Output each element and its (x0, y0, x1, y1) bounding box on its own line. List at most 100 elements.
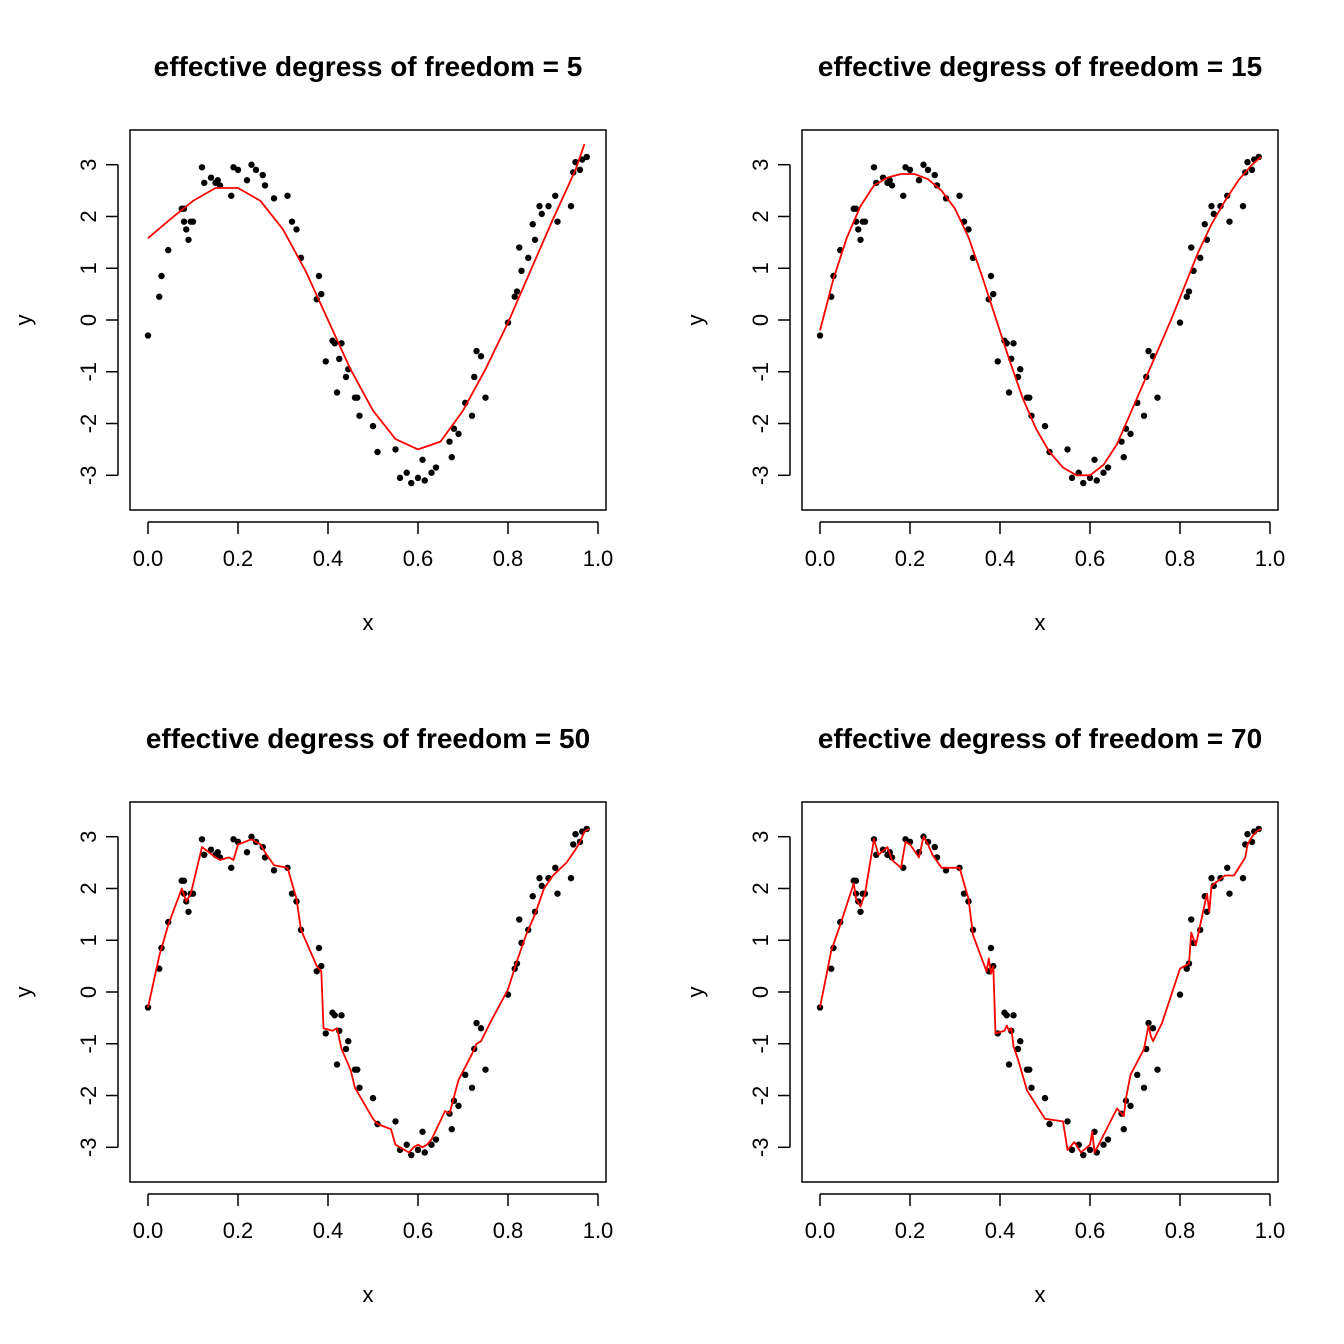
x-tick-label: 0.6 (1075, 1218, 1106, 1243)
data-point (198, 164, 206, 171)
data-point (1224, 864, 1231, 871)
plot-frame (801, 801, 1279, 1183)
y-tick-label: 0 (76, 314, 101, 326)
y-tick-label: 3 (76, 159, 101, 171)
data-point (1149, 1025, 1157, 1032)
data-point (1080, 479, 1087, 487)
data-point (1239, 202, 1247, 210)
data-point (1068, 1146, 1076, 1154)
x-axis: 0.0 0.2 0.4 0.6 0.8 1.0 (133, 521, 613, 571)
data-point (322, 1030, 329, 1037)
data-point (315, 272, 323, 280)
data-point (201, 179, 208, 187)
y-tick-label: -1 (76, 1034, 101, 1054)
data-point (336, 355, 343, 363)
data-point (576, 166, 584, 174)
data-point (185, 236, 192, 243)
y-axis: -3 -2 -1 0 1 2 3 (76, 831, 119, 1157)
fitted-curve (819, 156, 1262, 477)
data-point (414, 1146, 422, 1154)
data-point (315, 944, 323, 952)
data-point (536, 202, 543, 210)
x-tick-label: 0.0 (805, 1218, 836, 1243)
x-axis-label: x (1035, 610, 1046, 635)
data-point (1226, 218, 1233, 225)
data-point (545, 202, 552, 210)
x-tick-label: 0.6 (403, 1218, 434, 1243)
data-point (920, 161, 927, 168)
data-point (419, 1128, 426, 1135)
data-point (288, 218, 296, 225)
y-tick-label: -3 (748, 1138, 773, 1158)
data-point (1104, 1136, 1112, 1143)
data-point (403, 1141, 410, 1148)
x-tick-label: 0.4 (313, 1218, 344, 1243)
data-point (987, 272, 995, 280)
y-tick-label: -1 (76, 362, 101, 382)
data-point (1210, 210, 1217, 218)
data-point (392, 1118, 399, 1125)
y-tick-label: 1 (748, 934, 773, 946)
y-tick-label: 0 (748, 314, 773, 326)
data-point (198, 836, 206, 843)
data-point (1176, 991, 1184, 998)
data-point (924, 166, 932, 174)
data-point (855, 226, 862, 233)
data-point (421, 1149, 428, 1156)
data-point (369, 422, 377, 430)
data-point (1145, 347, 1152, 355)
x-tick-label: 0.8 (1165, 1218, 1196, 1243)
data-point (1010, 340, 1017, 347)
y-axis-label: y (11, 987, 36, 998)
data-point (428, 469, 435, 476)
y-tick-label: -2 (76, 414, 101, 434)
x-tick-label: 0.8 (493, 546, 524, 571)
data-point (529, 893, 536, 900)
data-point (1127, 1102, 1134, 1110)
data-point (322, 358, 329, 365)
fitted-curve (147, 828, 590, 1154)
data-point (552, 864, 559, 871)
data-point (468, 412, 476, 419)
data-point (414, 474, 422, 482)
data-point (214, 177, 221, 184)
data-point (216, 182, 224, 189)
data-point (1154, 1066, 1161, 1073)
x-tick-label: 0.0 (133, 546, 164, 571)
y-tick-label: -3 (748, 466, 773, 486)
data-point (228, 192, 235, 199)
y-tick-label: -2 (748, 414, 773, 434)
data-point (942, 867, 950, 874)
y-tick-label: 2 (76, 210, 101, 222)
data-point (180, 218, 188, 225)
data-point (448, 453, 455, 461)
data-point (516, 244, 523, 251)
data-point (313, 968, 320, 975)
x-axis-label: x (363, 1282, 374, 1307)
data-point (987, 944, 995, 952)
data-point (1010, 1012, 1017, 1019)
data-point (518, 267, 525, 275)
plot-area (816, 825, 1262, 1159)
y-axis-label: y (11, 315, 36, 326)
data-point (342, 1045, 350, 1053)
y-tick-label: 3 (76, 831, 101, 843)
y-axis-label: y (683, 315, 708, 326)
x-tick-label: 0.2 (895, 1218, 926, 1243)
data-point (259, 171, 266, 179)
data-point (1091, 456, 1098, 463)
data-point (318, 290, 325, 298)
data-point (1208, 874, 1215, 882)
data-point (516, 916, 523, 923)
x-tick-label: 0.2 (223, 546, 254, 571)
data-point (1041, 422, 1049, 430)
data-point (189, 218, 197, 225)
data-point (852, 877, 860, 884)
data-point (536, 874, 543, 882)
data-point (861, 218, 869, 225)
data-point (261, 182, 269, 189)
x-tick-label: 0.6 (1075, 546, 1106, 571)
data-point (473, 1019, 480, 1027)
data-point (248, 833, 255, 840)
data-point (1188, 244, 1195, 251)
